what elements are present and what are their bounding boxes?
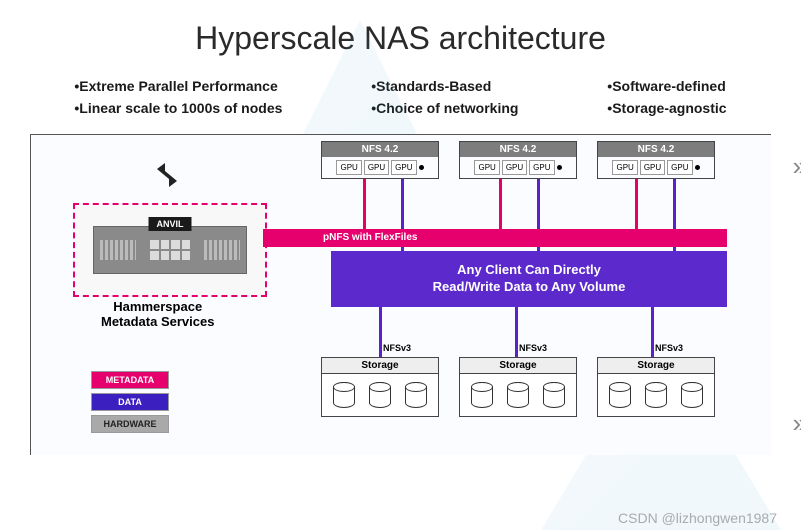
data-path-text: Read/Write Data to Any Volume [331, 279, 727, 296]
bullet: •Linear scale to 1000s of nodes [74, 97, 282, 119]
disk-icon [681, 382, 703, 408]
disk-icon [645, 382, 667, 408]
protocol-label: NFSv3 [655, 343, 683, 353]
metadata-services-box: ANVIL [73, 203, 267, 297]
storage-header: Storage [460, 358, 576, 374]
storage-row: Storage Storage Storage [321, 357, 715, 417]
storage-header: Storage [322, 358, 438, 374]
bullet: •Software-defined [607, 75, 726, 97]
storage-box: Storage [321, 357, 439, 417]
legend: METADATA DATA HARDWARE [91, 371, 169, 437]
storage-header: Storage [598, 358, 714, 374]
nfs-box: NFS 4.2 GPU GPU GPU [597, 141, 715, 179]
legend-hardware: HARDWARE [91, 415, 169, 433]
metadata-line [363, 179, 366, 229]
drive-slots-icon [150, 240, 190, 260]
storage-box: Storage [597, 357, 715, 417]
protocol-label: NFSv3 [383, 343, 411, 353]
gpu-row: GPU GPU GPU [460, 157, 576, 178]
disk-icon [369, 382, 391, 408]
gpu-row: GPU GPU GPU [598, 157, 714, 178]
page-title: Hyperscale NAS architecture [0, 20, 801, 57]
disk-icon [609, 382, 631, 408]
legend-data: DATA [91, 393, 169, 411]
watermark: CSDN @lizhongwen1987 [618, 510, 777, 526]
legend-metadata: METADATA [91, 371, 169, 389]
gpu-chip: GPU [364, 160, 389, 175]
protocol-label: NFSv3 [519, 343, 547, 353]
chevron-right-icon: » [793, 151, 797, 182]
pnfs-label: pNFS with FlexFiles [323, 232, 417, 243]
more-icon [557, 165, 562, 170]
hammerspace-logo-icon [151, 159, 183, 199]
disk-icon [471, 382, 493, 408]
disk-icon [507, 382, 529, 408]
gpu-chip: GPU [667, 160, 692, 175]
nfs-header: NFS 4.2 [598, 142, 714, 157]
bullet-col-3: •Software-defined •Storage-agnostic [607, 75, 726, 120]
gpu-chip: GPU [474, 160, 499, 175]
data-line [515, 307, 518, 357]
nfs-header: NFS 4.2 [460, 142, 576, 157]
gpu-chip: GPU [502, 160, 527, 175]
chevron-right-icon: » [793, 408, 797, 439]
disk-icon [333, 382, 355, 408]
data-path-block: Any Client Can Directly Read/Write Data … [331, 251, 727, 307]
data-line [651, 307, 654, 357]
more-icon [695, 165, 700, 170]
data-line [379, 307, 382, 357]
more-icon [419, 165, 424, 170]
bullet: •Storage-agnostic [607, 97, 726, 119]
metadata-line [499, 179, 502, 229]
architecture-diagram: NFS 4.2 GPU GPU GPU NFS 4.2 GPU GPU GPU … [30, 134, 771, 455]
nfs-box: NFS 4.2 GPU GPU GPU [459, 141, 577, 179]
nfs-client-row: NFS 4.2 GPU GPU GPU NFS 4.2 GPU GPU GPU … [321, 141, 715, 179]
anvil-appliance: ANVIL [93, 226, 247, 274]
disk-icon [405, 382, 427, 408]
gpu-chip: GPU [529, 160, 554, 175]
bullet: •Extreme Parallel Performance [74, 75, 282, 97]
pnfs-bar: pNFS with FlexFiles [263, 229, 727, 247]
nfs-header: NFS 4.2 [322, 142, 438, 157]
data-path-text: Any Client Can Directly [331, 262, 727, 279]
storage-box: Storage [459, 357, 577, 417]
nfs-box: NFS 4.2 GPU GPU GPU [321, 141, 439, 179]
anvil-badge: ANVIL [149, 217, 192, 231]
vent-icon [204, 240, 240, 260]
vent-icon [100, 240, 136, 260]
bullet-col-1: •Extreme Parallel Performance •Linear sc… [74, 75, 282, 120]
hammerspace-label: Hammerspace Metadata Services [101, 299, 214, 330]
gpu-row: GPU GPU GPU [322, 157, 438, 178]
gpu-chip: GPU [640, 160, 665, 175]
gpu-chip: GPU [336, 160, 361, 175]
gpu-chip: GPU [391, 160, 416, 175]
disk-icon [543, 382, 565, 408]
metadata-line [635, 179, 638, 229]
gpu-chip: GPU [612, 160, 637, 175]
